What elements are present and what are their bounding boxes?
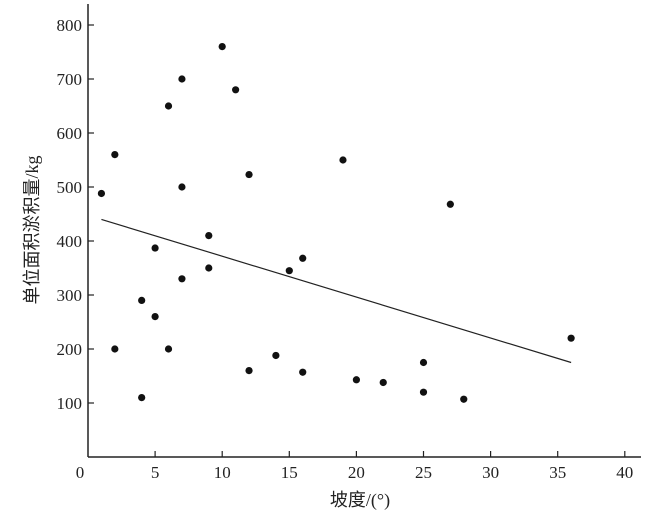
- data-point: [111, 151, 119, 159]
- data-point: [178, 275, 186, 283]
- data-point: [205, 264, 213, 272]
- x-axis-label: 坡度/(°): [330, 490, 390, 511]
- y-axis-label: 单位面积淤积量/kg: [22, 155, 42, 304]
- data-point: [97, 189, 106, 198]
- data-point: [218, 43, 226, 51]
- data-point: [245, 170, 253, 179]
- x-tick-label: 0: [76, 463, 85, 482]
- x-tick-label: 35: [549, 463, 566, 482]
- data-point: [111, 345, 119, 353]
- y-tick-label: 200: [57, 340, 83, 359]
- x-tick-label: 5: [151, 463, 160, 482]
- y-tick-label: 600: [57, 124, 83, 143]
- x-ticks: 0 5 10 15 20 25 30 35 40: [76, 451, 633, 482]
- data-point: [419, 358, 428, 367]
- data-point: [379, 378, 387, 387]
- data-point: [178, 183, 186, 191]
- data-point: [460, 395, 468, 403]
- data-point: [352, 376, 360, 384]
- y-tick-label: 100: [57, 394, 83, 413]
- x-tick-label: 25: [415, 463, 432, 482]
- data-point: [299, 368, 307, 376]
- data-point: [419, 388, 428, 396]
- data-point: [232, 86, 240, 94]
- data-points: [97, 43, 575, 403]
- x-tick-label: 10: [214, 463, 231, 482]
- x-tick-label: 40: [616, 463, 633, 482]
- data-point: [164, 345, 173, 353]
- data-point: [164, 102, 173, 110]
- data-point: [138, 394, 146, 402]
- y-tick-label: 400: [57, 232, 83, 251]
- data-point: [151, 244, 159, 252]
- data-point: [446, 200, 454, 208]
- data-point: [299, 254, 307, 262]
- y-tick-label: 700: [57, 70, 83, 89]
- y-tick-label: 300: [57, 286, 83, 305]
- trend-line: [101, 218, 572, 364]
- data-point: [151, 313, 159, 321]
- data-point: [339, 156, 347, 164]
- x-tick-label: 30: [482, 463, 499, 482]
- data-point: [138, 296, 146, 304]
- data-point: [205, 232, 213, 240]
- data-point: [285, 267, 293, 275]
- y-ticks: 100 200 300 400 500 600 700 800: [57, 16, 94, 413]
- y-tick-label: 500: [57, 178, 83, 197]
- x-tick-label: 20: [348, 463, 365, 482]
- data-point: [567, 334, 575, 342]
- x-tick-label: 15: [281, 463, 298, 482]
- data-point: [178, 75, 186, 83]
- data-point: [245, 367, 253, 375]
- y-tick-label: 800: [57, 16, 83, 35]
- axes: [87, 4, 641, 458]
- data-point: [272, 351, 280, 360]
